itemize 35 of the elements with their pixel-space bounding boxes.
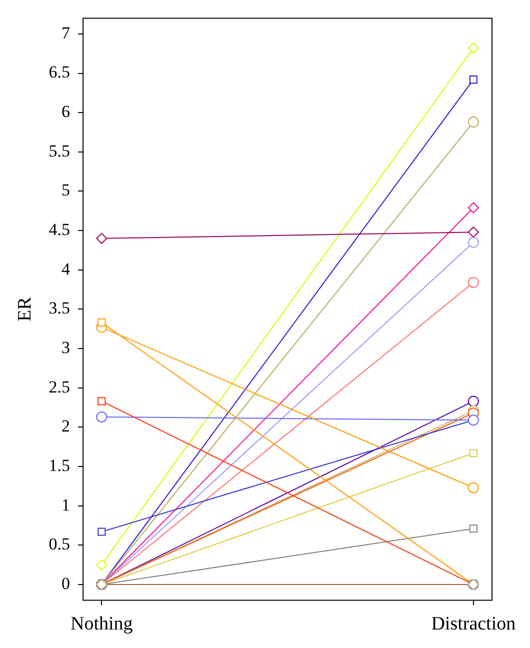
point (468, 42, 479, 54)
point (468, 116, 479, 128)
point (96, 411, 108, 422)
point (469, 449, 478, 458)
point (469, 76, 478, 84)
y-tick-label: 2 (62, 416, 70, 436)
point (96, 232, 108, 244)
point (468, 276, 479, 288)
y-axis-title: ER (14, 296, 36, 322)
y-tick-label: 7 (62, 23, 71, 42)
point (98, 318, 106, 327)
point (468, 396, 479, 407)
y-tick-label: 3.5 (48, 298, 70, 318)
y-tick-label: 4.5 (48, 220, 70, 240)
point (469, 524, 478, 533)
point (96, 559, 108, 570)
point (468, 482, 479, 494)
y-tick-label: 2.5 (48, 377, 70, 396)
y-tick-label: 0 (62, 574, 70, 593)
point (468, 236, 479, 248)
y-tick-label: 3 (62, 338, 70, 357)
y-tick-label: 5.5 (48, 141, 70, 160)
y-tick-label: 1 (62, 495, 70, 514)
y-tick-label: 6.5 (48, 62, 70, 82)
y-tick-label: 0.5 (48, 534, 70, 554)
y-tick-label: 4 (62, 259, 71, 278)
y-tick-label: 5 (62, 180, 70, 200)
point (468, 202, 479, 214)
point (98, 397, 106, 406)
x-tick-label: Distraction (431, 614, 516, 635)
y-tick-label: 6 (62, 102, 70, 122)
x-tick-label: Nothing (70, 614, 134, 635)
point (468, 226, 479, 238)
y-tick-label: 1.5 (48, 456, 70, 475)
point (98, 528, 106, 536)
